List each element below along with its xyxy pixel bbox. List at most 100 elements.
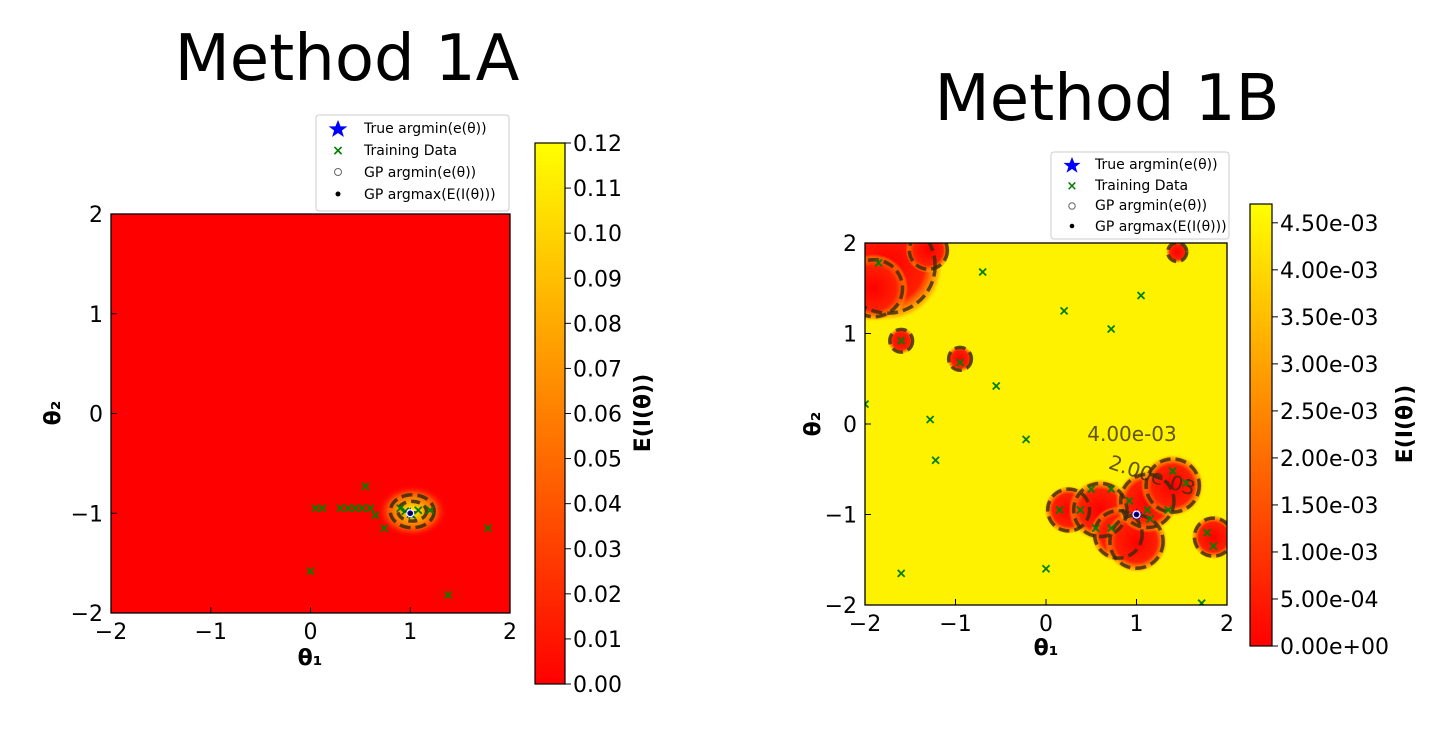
y-tick-label: 1: [843, 323, 857, 348]
colorbar-tick-label: 0.05: [573, 448, 622, 473]
training-point: [897, 569, 906, 578]
hollow-circle-icon: [1068, 202, 1076, 210]
training-point: [955, 358, 965, 367]
training-point: [1076, 505, 1085, 515]
legend-entry: True argmin(e(θ)): [363, 121, 487, 137]
training-point: [361, 482, 370, 491]
dot-icon: [335, 191, 341, 197]
chart-title: Method 1B: [935, 62, 1280, 136]
training-point: [1143, 505, 1152, 515]
training-point: [1107, 523, 1116, 533]
x-axis-label: θ₁: [298, 646, 323, 671]
x-axis: −2 −1 0 1 2: [95, 607, 517, 645]
x-tick-label: 1: [403, 620, 417, 645]
gp-argmin-marker: [1132, 510, 1141, 519]
x-marker-icon: ×: [332, 143, 344, 159]
colorbar-tick-label: 0.01: [573, 628, 622, 653]
y-axis-label: θ₂: [41, 401, 66, 426]
colorbar-tick-label: 1.50e-03: [1280, 494, 1378, 519]
star-icon: [1063, 157, 1081, 173]
training-point: [1107, 324, 1116, 334]
x-tick-label: −1: [195, 620, 227, 645]
training-point: [371, 511, 380, 520]
dot-icon: [1069, 223, 1075, 229]
legend-entry: Training Data: [1094, 178, 1188, 194]
contour-line: [1071, 481, 1129, 539]
colorbar-tick-label: 0.07: [573, 357, 622, 382]
argmin-markers: [1130, 508, 1143, 520]
colorbar-tick-label: 0.11: [573, 177, 622, 202]
colorbar-tick-label: 0.03: [573, 538, 622, 563]
y-tick-label: 0: [89, 403, 103, 428]
training-point: [1091, 523, 1100, 533]
training-points: [306, 482, 493, 600]
legend-entry: True argmin(e(θ)): [1094, 157, 1218, 173]
contour-lines: [388, 493, 436, 530]
low-region: [946, 345, 974, 373]
training-point: [351, 504, 360, 513]
contour-line: [396, 499, 429, 523]
colorbar-label: E(I(θ)): [1393, 385, 1418, 464]
training-point: [931, 456, 940, 465]
training-point: [318, 504, 327, 513]
training-point: [358, 504, 367, 513]
contour-line: [388, 493, 436, 530]
training-point: [1107, 485, 1116, 494]
training-point: [380, 524, 389, 533]
y-tick-label: 2: [89, 203, 103, 228]
contour-lines: [865, 243, 1227, 571]
colorbar-tick-label: 0.00: [573, 673, 622, 698]
y-tick-label: −2: [825, 594, 857, 619]
x-tick-label: 0: [1039, 612, 1053, 637]
contour-line: [1108, 513, 1165, 571]
legend-entry: GP argmax(E(I(θ))): [1095, 219, 1227, 235]
legend: True argmin(e(θ)) × Training Data GP arg…: [1050, 151, 1230, 240]
training-point: [344, 504, 353, 513]
colorbar-ticks: 0.00e+00 5.00e-04 1.00e-03 1.50e-03 2.00e-03…: [1272, 212, 1389, 660]
contour-line: [1092, 508, 1144, 560]
training-point: [336, 504, 345, 513]
y-tick-label: −1: [825, 504, 857, 529]
colorbar: 0.00e+00 5.00e-04 1.00e-03 1.50e-03 2.00e-03…: [1249, 203, 1418, 660]
training-point: [414, 506, 423, 515]
training-point: [874, 258, 883, 268]
training-point: [1197, 599, 1206, 605]
contour-line: [946, 345, 974, 372]
gp-argmax-marker: [408, 511, 413, 516]
colorbar-tick-label: 1.00e-03: [1280, 541, 1378, 566]
colorbar-tick-label: 0.06: [573, 403, 622, 428]
training-point: [1168, 466, 1177, 476]
y-tick-label: −1: [71, 502, 103, 527]
y-tick-label: −2: [71, 602, 103, 627]
x-tick-label: −2: [95, 620, 127, 645]
training-point: [1059, 306, 1069, 316]
training-point: [992, 381, 1001, 391]
training-point: [426, 506, 435, 515]
legend-entry: Training Data: [363, 143, 457, 159]
chart-title: Method 1A: [175, 22, 520, 96]
star-icon: [328, 120, 348, 137]
y-tick-label: 2: [843, 232, 857, 257]
legend-entry: GP argmin(e(θ)): [364, 165, 476, 181]
colorbar-tick-label: 4.50e-03: [1280, 212, 1378, 237]
legend: True argmin(e(θ)) × Training Data GP arg…: [315, 114, 510, 212]
contour-line: [1045, 487, 1092, 533]
x-tick-label: 1: [1130, 612, 1144, 637]
training-point: [1041, 564, 1051, 573]
contour-line: [1144, 457, 1202, 514]
colorbar-label: E(I(θ)): [631, 374, 656, 453]
colorbar-gradient: [1249, 203, 1273, 647]
chart-method-1a: Method 1A −2 −1 0 1 2 −2 −1 0 1 2 θ₁ θ₂ True arg…: [41, 22, 656, 698]
colorbar-tick-label: 4.00e-03: [1280, 259, 1378, 284]
x-tick-label: 2: [1220, 612, 1234, 637]
training-point: [306, 566, 315, 576]
training-point: [1164, 505, 1173, 515]
y-axis: −2 −1 0 1 2: [71, 203, 117, 627]
x-axis: −2 −1 0 1 2: [849, 599, 1234, 637]
training-point: [311, 504, 320, 513]
colorbar-tick-label: 0.09: [573, 267, 622, 292]
y-tick-label: 0: [843, 413, 857, 438]
colorbar-tick-label: 0.00e+00: [1280, 635, 1389, 660]
training-point: [865, 399, 870, 409]
